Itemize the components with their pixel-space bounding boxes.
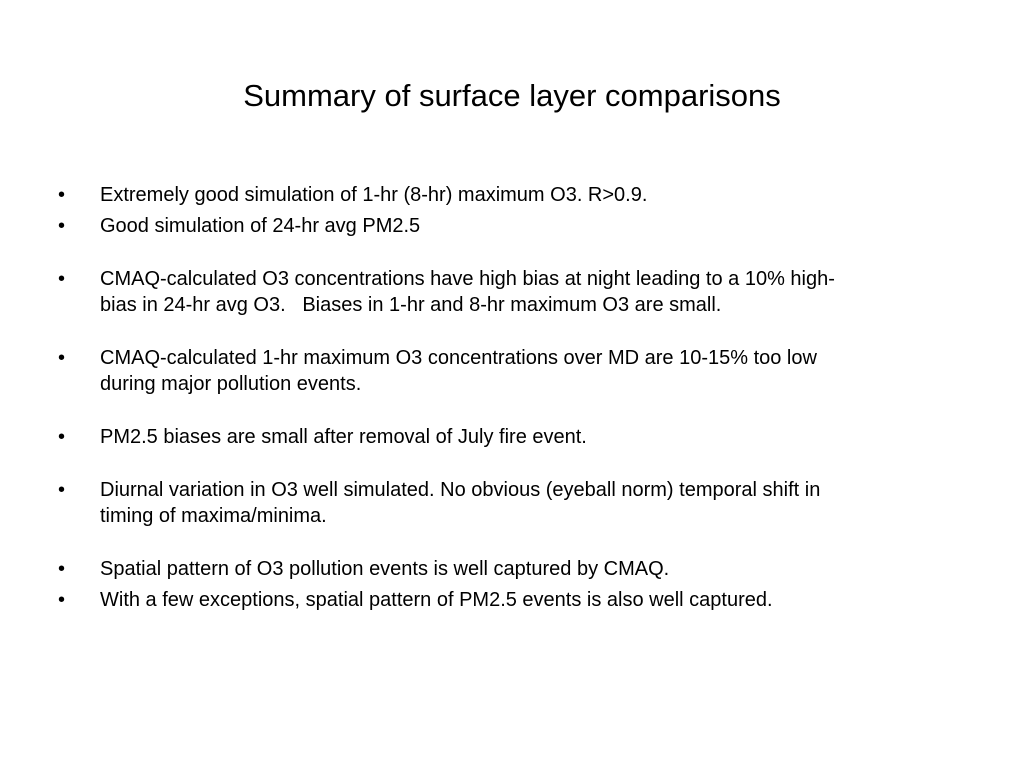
bullet-marker: • (58, 479, 66, 501)
bullet-item: • Spatial pattern of O3 pollution events… (0, 556, 1024, 582)
bullet-marker: • (58, 184, 66, 206)
bullet-item: • Extremely good simulation of 1-hr (8-h… (0, 182, 1024, 208)
slide-title: Summary of surface layer comparisons (243, 78, 781, 113)
bullet-item: • Diurnal variation in O3 well simulated… (0, 477, 1024, 529)
bullet-item: • Good simulation of 24-hr avg PM2.5 (0, 213, 1024, 239)
bullet-item: • PM2.5 biases are small after removal o… (0, 424, 1024, 450)
bullet-item: • With a few exceptions, spatial pattern… (0, 587, 1024, 613)
bullet-marker: • (58, 268, 66, 290)
bullet-marker: • (58, 426, 66, 448)
bullet-marker: • (58, 558, 66, 580)
bullet-text: Good simulation of 24-hr avg PM2.5 (100, 215, 421, 237)
bullet-text: With a few exceptions, spatial pattern o… (100, 589, 773, 611)
bullet-text: CMAQ-calculated O3 concentrations have h… (100, 268, 835, 316)
bullet-item: • CMAQ-calculated 1-hr maximum O3 concen… (0, 345, 1024, 397)
bullet-text: CMAQ-calculated 1-hr maximum O3 concentr… (100, 347, 817, 395)
bullet-text: PM2.5 biases are small after removal of … (100, 426, 587, 448)
bullet-list: • Extremely good simulation of 1-hr (8-h… (0, 182, 1024, 613)
bullet-text: Spatial pattern of O3 pollution events i… (100, 558, 670, 580)
bullet-marker: • (58, 215, 66, 237)
bullet-marker: • (58, 589, 66, 611)
bullet-text: Extremely good simulation of 1-hr (8-hr)… (100, 184, 648, 206)
bullet-text: Diurnal variation in O3 well simulated. … (100, 479, 821, 527)
bullet-marker: • (58, 347, 66, 369)
bullet-item: • CMAQ-calculated O3 concentrations have… (0, 266, 1024, 318)
